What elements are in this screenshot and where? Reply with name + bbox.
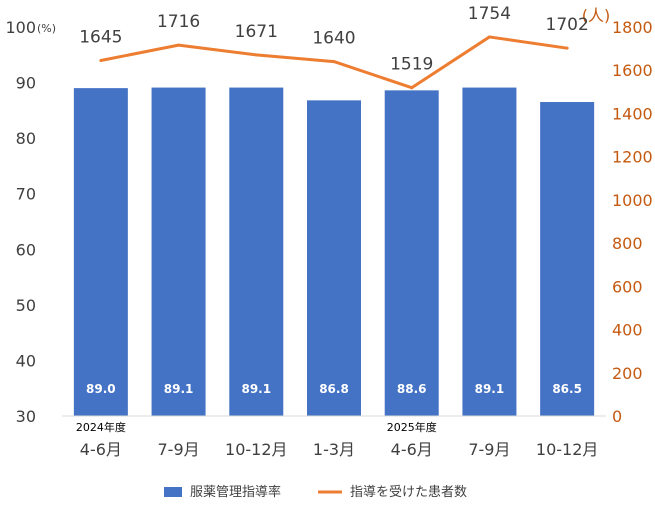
bar-data-label: 86.5 xyxy=(552,382,582,396)
line-data-label: 1671 xyxy=(235,22,278,42)
bar xyxy=(73,88,128,416)
bar-series: 89.0 89.1 89.1 86.8 88.6 89.1 86.5 xyxy=(73,87,595,417)
x-category-label: 7-9月 xyxy=(158,440,200,459)
y-right-tick-label: 1400 xyxy=(612,104,653,123)
right-axis: 0 200 400 600 800 1000 1200 1400 1600 1800(人) xyxy=(582,6,653,426)
left-axis: 30 40 50 60 70 80 90 100 (%) xyxy=(5,18,56,426)
line-data-label: 1754 xyxy=(468,4,511,24)
bar-data-label: 89.1 xyxy=(241,382,271,396)
y-left-tick-label: 60 xyxy=(16,240,36,259)
bar-data-label: 89.1 xyxy=(164,382,194,396)
line-data-label: 1640 xyxy=(312,29,355,49)
y-right-tick-label: 1200 xyxy=(612,148,653,167)
legend: 服薬管理指導率 指導を受けた患者数 xyxy=(164,484,467,500)
x-year-label: 2024年度 xyxy=(76,420,126,434)
y-right-tick-label: 1600 xyxy=(612,61,653,80)
y-left-tick-label: 70 xyxy=(16,185,36,204)
line-point xyxy=(177,43,181,47)
x-category-label: 10-12月 xyxy=(536,440,599,459)
bar xyxy=(307,100,361,417)
y-right-tick-label: 800 xyxy=(612,234,643,253)
bar xyxy=(151,87,206,416)
y-right-tick-label: 200 xyxy=(612,364,643,383)
y-right-tick-label: 1800 xyxy=(612,18,653,37)
line-point xyxy=(487,35,491,39)
bar-data-label: 88.6 xyxy=(397,382,427,396)
legend-label-bar: 服薬管理指導率 xyxy=(190,484,281,500)
legend-swatch-bar xyxy=(164,487,182,497)
x-category-label: 10-12月 xyxy=(225,440,288,459)
x-category-label: 4-6月 xyxy=(80,440,122,459)
y-left-tick-label: 40 xyxy=(16,351,36,370)
y-left-tick-label: 30 xyxy=(16,407,36,426)
y-left-tick-label: 100 xyxy=(5,18,36,37)
y-right-tick-label: 1000 xyxy=(612,191,653,210)
legend-label-line: 指導を受けた患者数 xyxy=(350,485,467,500)
bar xyxy=(384,90,439,416)
line-data-label: 1702 xyxy=(546,15,589,35)
line-point xyxy=(565,46,569,50)
line-data-label: 1716 xyxy=(157,12,200,32)
bar-data-label: 89.0 xyxy=(86,382,116,396)
bar xyxy=(540,102,595,417)
y-right-unit: (人) xyxy=(582,6,611,25)
x-category-label: 1-3月 xyxy=(313,440,355,459)
y-left-tick-label: 80 xyxy=(16,129,36,148)
y-left-unit: (%) xyxy=(37,22,56,35)
x-axis-categories: 4-6月 7-9月 10-12月 1-3月 4-6月 7-9月 10-12月 2024年度 20… xyxy=(76,420,599,459)
line-point xyxy=(254,53,258,57)
x-category-label: 7-9月 xyxy=(468,440,510,459)
bar-data-label: 86.8 xyxy=(319,382,349,396)
bar-data-label: 89.1 xyxy=(475,382,505,396)
y-left-tick-label: 90 xyxy=(16,74,36,93)
line-point xyxy=(99,58,103,62)
x-category-label: 4-6月 xyxy=(391,440,433,459)
y-left-tick-label: 50 xyxy=(16,296,36,315)
line-series: 1645 1716 1671 1640 1519 1754 1702 xyxy=(79,4,589,90)
y-right-tick-label: 600 xyxy=(612,277,643,296)
y-right-tick-label: 0 xyxy=(612,407,622,426)
line-data-label: 1519 xyxy=(390,55,433,75)
line-point xyxy=(332,60,336,64)
y-right-tick-label: 400 xyxy=(612,321,643,340)
line-data-label: 1645 xyxy=(79,27,122,47)
bar xyxy=(229,87,284,416)
bar xyxy=(462,87,517,416)
line-point xyxy=(410,86,414,90)
x-year-label: 2025年度 xyxy=(387,420,437,434)
